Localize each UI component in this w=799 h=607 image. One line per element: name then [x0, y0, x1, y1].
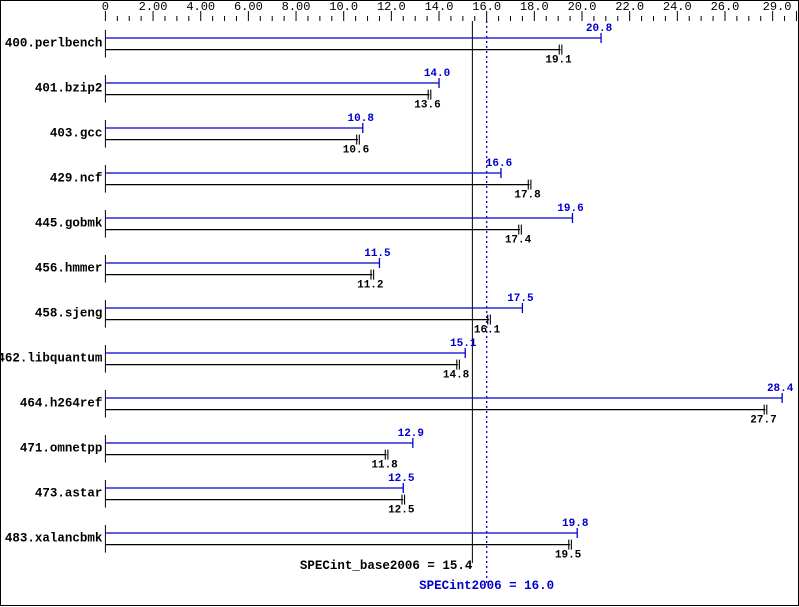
svg-text:17.8: 17.8 [514, 190, 541, 202]
svg-text:SPECint2006 = 16.0: SPECint2006 = 16.0 [419, 579, 554, 593]
svg-text:16.0: 16.0 [472, 1, 501, 14]
svg-text:8.00: 8.00 [282, 1, 311, 14]
svg-text:10.0: 10.0 [329, 1, 358, 14]
svg-text:400.perlbench: 400.perlbench [5, 37, 103, 51]
svg-text:11.5: 11.5 [364, 248, 391, 260]
svg-text:26.0: 26.0 [711, 1, 740, 14]
svg-text:10.6: 10.6 [343, 145, 369, 157]
svg-text:17.4: 17.4 [505, 235, 532, 247]
svg-text:403.gcc: 403.gcc [50, 127, 103, 141]
svg-text:11.8: 11.8 [371, 460, 398, 472]
svg-text:27.7: 27.7 [750, 415, 776, 427]
svg-text:16.6: 16.6 [486, 158, 512, 170]
svg-text:12.9: 12.9 [398, 428, 424, 440]
svg-text:15.1: 15.1 [450, 338, 477, 350]
svg-text:19.6: 19.6 [557, 203, 583, 215]
svg-text:6.00: 6.00 [234, 1, 263, 14]
svg-text:471.omnetpp: 471.omnetpp [20, 442, 103, 456]
svg-text:0: 0 [102, 1, 109, 14]
svg-text:28.4: 28.4 [767, 383, 794, 395]
svg-text:462.libquantum: 462.libquantum [1, 352, 103, 366]
svg-text:19.8: 19.8 [562, 518, 589, 530]
svg-text:20.8: 20.8 [586, 23, 613, 35]
svg-text:401.bzip2: 401.bzip2 [35, 82, 103, 96]
svg-text:483.xalancbmk: 483.xalancbmk [5, 532, 103, 546]
svg-text:19.1: 19.1 [545, 55, 572, 67]
svg-text:16.1: 16.1 [474, 325, 501, 337]
svg-text:17.5: 17.5 [507, 293, 534, 305]
svg-text:458.sjeng: 458.sjeng [35, 307, 103, 321]
svg-text:456.hmmer: 456.hmmer [35, 262, 103, 276]
svg-text:473.astar: 473.astar [35, 487, 103, 501]
svg-text:18.0: 18.0 [520, 1, 549, 14]
svg-text:12.0: 12.0 [377, 1, 406, 14]
svg-text:SPECint_base2006 = 15.4: SPECint_base2006 = 15.4 [300, 559, 473, 573]
svg-text:14.8: 14.8 [443, 370, 470, 382]
svg-text:14.0: 14.0 [425, 1, 454, 14]
svg-text:20.0: 20.0 [568, 1, 597, 14]
svg-text:29.0: 29.0 [763, 1, 792, 14]
svg-text:14.0: 14.0 [424, 68, 450, 80]
svg-text:22.0: 22.0 [615, 1, 644, 14]
svg-text:24.0: 24.0 [663, 1, 692, 14]
svg-text:445.gobmk: 445.gobmk [35, 217, 103, 231]
svg-text:429.ncf: 429.ncf [50, 172, 103, 186]
svg-text:19.5: 19.5 [555, 550, 582, 562]
svg-text:464.h264ref: 464.h264ref [20, 397, 103, 411]
svg-text:13.6: 13.6 [414, 100, 440, 112]
svg-text:4.00: 4.00 [186, 1, 215, 14]
svg-text:11.2: 11.2 [357, 280, 383, 292]
svg-text:2.00: 2.00 [139, 1, 168, 14]
svg-text:12.5: 12.5 [388, 505, 415, 517]
svg-text:12.5: 12.5 [388, 473, 415, 485]
svg-text:10.8: 10.8 [348, 113, 375, 125]
